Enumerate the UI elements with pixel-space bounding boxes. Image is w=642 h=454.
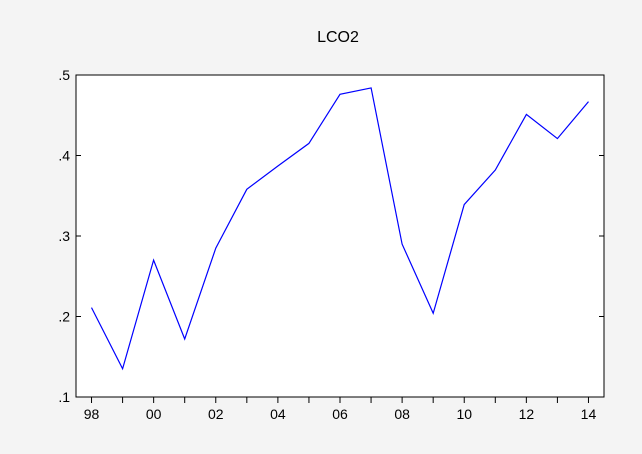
x-tick-label: 02 xyxy=(208,406,224,422)
y-tick-label: .2 xyxy=(58,309,70,325)
x-tick-label: 12 xyxy=(519,406,535,422)
y-tick-label: .5 xyxy=(58,67,70,83)
x-tick-label: 06 xyxy=(332,406,348,422)
series-layer xyxy=(90,87,589,371)
x-axis: 98 00 02 04 06 08 10 12 14 xyxy=(84,397,597,422)
y-tick-label: .1 xyxy=(58,389,70,405)
y-axis: .1 .2 .3 .4 .5 xyxy=(58,67,604,405)
x-tick-label: 08 xyxy=(394,406,410,422)
y-tick-label: .3 xyxy=(58,228,70,244)
y-tick-label: .4 xyxy=(58,148,70,164)
plot-area xyxy=(75,74,605,398)
series-line xyxy=(90,87,589,371)
x-tick-label: 10 xyxy=(456,406,472,422)
x-tick-label: 98 xyxy=(84,406,100,422)
x-tick-label: 14 xyxy=(581,406,597,422)
x-tick-label: 00 xyxy=(146,406,162,422)
x-tick-label: 04 xyxy=(270,406,286,422)
chart-title: LCO2 xyxy=(317,29,359,46)
